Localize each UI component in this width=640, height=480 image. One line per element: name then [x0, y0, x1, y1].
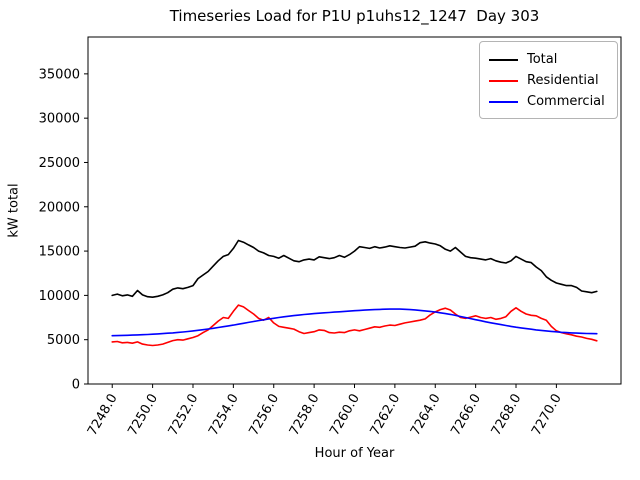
x-tick-label: 7248.0: [85, 392, 121, 439]
x-tick-label: 7268.0: [489, 392, 525, 439]
y-tick-label: 5000: [47, 333, 80, 348]
legend-label-total: Total: [527, 52, 558, 67]
series-line-residential: [111, 304, 598, 347]
x-tick-label: 7258.0: [287, 392, 323, 439]
y-tick-label: 20000: [39, 200, 80, 215]
x-tick-label: 7250.0: [125, 392, 161, 439]
legend-line-total-icon: [489, 58, 518, 61]
y-tick-label: 25000: [39, 156, 80, 171]
x-tick-label: 7264.0: [408, 392, 444, 439]
x-tick-label: 7266.0: [448, 392, 484, 439]
legend-line-residential-icon: [489, 79, 518, 82]
legend-line-commercial-icon: [489, 100, 518, 103]
legend-label-residential: Residential: [527, 73, 599, 88]
legend-item-commercial: Commercial: [489, 91, 608, 112]
x-tick-label: 7256.0: [246, 392, 282, 439]
series-line-commercial: [111, 308, 598, 337]
x-tick-label: 7270.0: [529, 392, 565, 439]
x-tick-label: 7252.0: [166, 392, 202, 439]
series-line-total: [111, 239, 598, 299]
x-axis-label: Hour of Year: [314, 446, 395, 461]
y-tick-label: 0: [72, 378, 80, 393]
y-axis-label: kW total: [6, 183, 22, 238]
legend-item-total: Total: [489, 49, 608, 70]
chart-title: Timeseries Load for P1U p1uhs12_1247 Day…: [169, 7, 540, 25]
y-tick-label: 35000: [39, 67, 80, 82]
legend-label-commercial: Commercial: [527, 94, 605, 109]
y-tick-label: 15000: [39, 245, 80, 260]
y-tick-label: 30000: [39, 112, 80, 127]
legend: Total Residential Commercial: [479, 41, 618, 119]
legend-item-residential: Residential: [489, 70, 608, 91]
x-tick-label: 7262.0: [368, 392, 404, 439]
y-tick-label: 10000: [39, 289, 80, 304]
x-tick-label: 7260.0: [327, 392, 363, 439]
x-tick-label: 7254.0: [206, 392, 242, 439]
